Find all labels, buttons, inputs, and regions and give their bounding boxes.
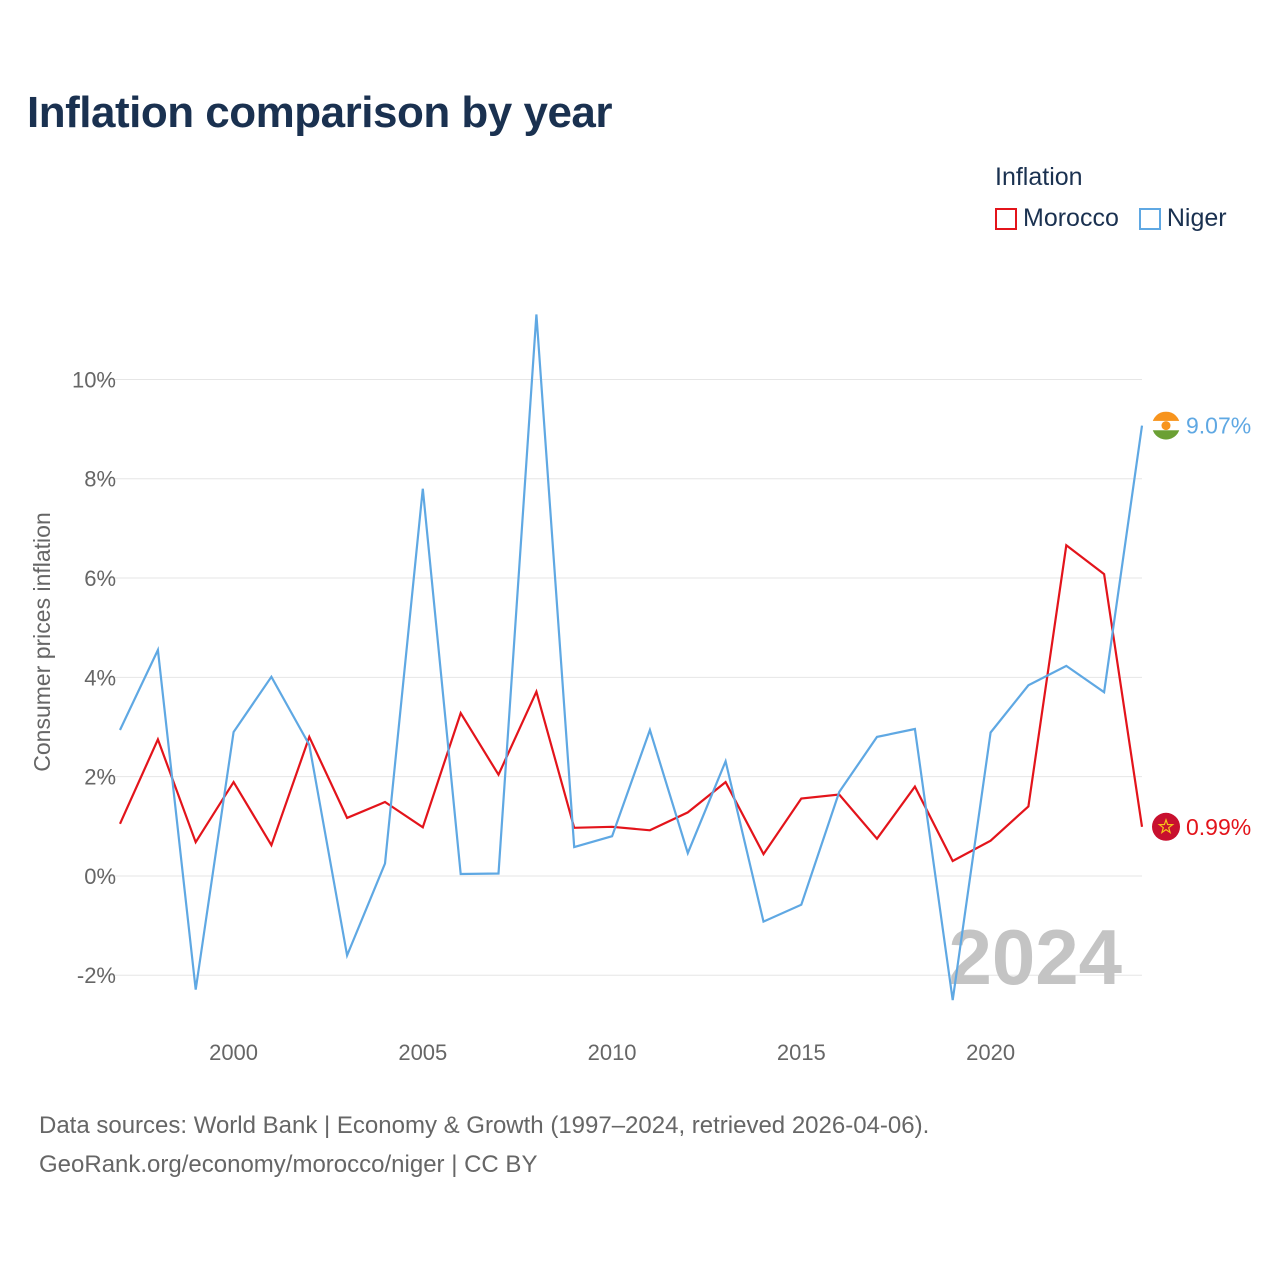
end-labels: 0.99% 9.07% (1152, 411, 1251, 841)
flag-morocco-icon (1152, 812, 1180, 841)
x-tick-label: 2015 (777, 1040, 826, 1065)
y-tick-label: 10% (72, 367, 116, 392)
end-marker-niger (1152, 411, 1180, 440)
legend-title: Inflation (995, 163, 1083, 191)
series-lines (118, 314, 1144, 1001)
y-tick-label: 0% (84, 864, 116, 889)
legend-item-morocco[interactable]: Morocco (995, 204, 1119, 233)
footer: Data sources: World Bank | Economy & Gro… (39, 1106, 929, 1184)
footer-link[interactable]: GeoRank.org/economy/morocco/niger | CC B… (39, 1151, 538, 1178)
line-chart: -2% 0% 2% 4% 6% 8% 10% 2000 2005 2010 2015 2020 Co… (29, 314, 1251, 1065)
year-watermark: 2024 (948, 913, 1122, 1001)
y-tick-label: 4% (84, 665, 116, 690)
y-axis-ticks: -2% 0% 2% 4% 6% 8% 10% (72, 367, 116, 988)
x-tick-label: 2000 (209, 1040, 258, 1065)
gridlines (98, 378, 1142, 976)
y-tick-label: 8% (84, 467, 116, 492)
chart-title: Inflation comparison by year (27, 88, 613, 137)
legend-label-morocco: Morocco (1023, 204, 1119, 232)
x-axis-ticks: 2000 2005 2010 2015 2020 (209, 1040, 1015, 1065)
legend-swatch-morocco (995, 207, 1017, 230)
end-label-niger: 9.07% (1186, 413, 1251, 439)
footer-source: Data sources: World Bank | Economy & Gro… (39, 1112, 930, 1139)
x-tick-label: 2005 (398, 1040, 447, 1065)
y-tick-label: 2% (84, 765, 116, 790)
series-line-niger[interactable] (119, 314, 1144, 1001)
star-icon (1157, 817, 1175, 834)
legend: Morocco Niger (995, 204, 1227, 233)
end-label-morocco: 0.99% (1186, 814, 1251, 840)
y-axis-label: Consumer prices inflation (29, 512, 55, 772)
y-tick-label: -2% (77, 963, 116, 988)
legend-label-niger: Niger (1166, 204, 1227, 232)
end-marker-morocco (1152, 812, 1180, 841)
y-tick-label: 6% (84, 566, 116, 591)
legend-item-niger[interactable]: Niger (1138, 204, 1227, 233)
x-tick-label: 2010 (588, 1040, 637, 1065)
series-line-morocco[interactable] (118, 543, 1144, 863)
x-tick-label: 2020 (966, 1040, 1015, 1065)
legend-swatch-niger (1138, 207, 1161, 230)
flag-niger-icon (1152, 411, 1180, 440)
